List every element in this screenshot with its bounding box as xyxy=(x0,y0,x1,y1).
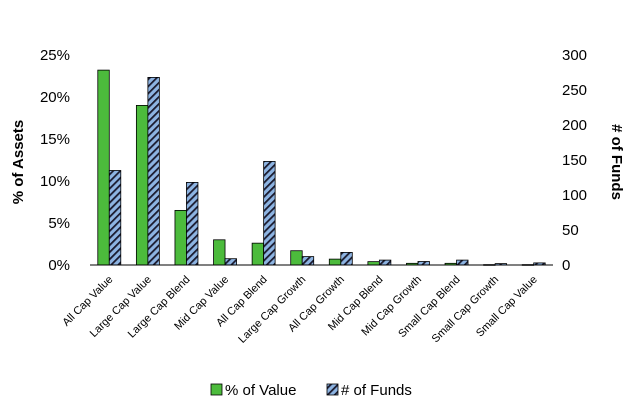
left-axis-title: % of Assets xyxy=(10,120,27,204)
right-tick-label: 250 xyxy=(562,82,587,99)
right-tick-label: 200 xyxy=(562,117,587,134)
bar-funds xyxy=(340,251,353,266)
right-tick-label: 150 xyxy=(562,152,587,169)
left-tick-label: 25% xyxy=(40,47,70,64)
right-tick-label: 50 xyxy=(562,222,579,239)
legend-label-funds: # of Funds xyxy=(341,382,412,399)
bar-funds xyxy=(417,261,430,266)
bar-funds xyxy=(263,160,276,266)
bar-value xyxy=(97,69,110,266)
bar-value xyxy=(328,258,342,266)
left-tick-label: 0% xyxy=(48,257,70,274)
bar-value xyxy=(135,105,149,266)
bar-value xyxy=(213,239,226,266)
bars xyxy=(97,69,546,266)
left-tick-label: 15% xyxy=(40,131,70,148)
left-axis-ticks: 0% 5% 10% 15% 20% 25% xyxy=(40,47,70,274)
bar-value xyxy=(367,261,380,266)
bar-funds xyxy=(456,259,469,266)
right-tick-label: 100 xyxy=(562,187,587,204)
right-tick-label: 0 xyxy=(562,257,570,274)
left-tick-label: 20% xyxy=(40,89,70,106)
category-label: Large Cap Growth xyxy=(236,274,308,346)
bar-value xyxy=(174,209,187,266)
bar-funds xyxy=(186,181,199,266)
legend-swatch-funds xyxy=(326,383,339,396)
bar-funds xyxy=(378,259,392,266)
right-axis-ticks: 0 50 100 150 200 250 300 xyxy=(562,47,587,274)
bar-value xyxy=(251,242,265,266)
left-tick-label: 5% xyxy=(48,215,70,232)
left-tick-label: 10% xyxy=(40,173,70,190)
bar-funds xyxy=(301,256,315,266)
right-axis-title: # of Funds xyxy=(608,124,625,200)
bar-funds xyxy=(224,258,237,266)
bar-funds xyxy=(108,170,122,266)
right-tick-label: 300 xyxy=(562,47,587,64)
legend-label-value: % of Value xyxy=(225,382,296,399)
bar-funds xyxy=(147,77,160,266)
bar-value xyxy=(290,250,303,266)
legend: % of Value # of Funds xyxy=(210,382,412,399)
category-label: Small Cap Growth xyxy=(430,274,502,346)
legend-swatch-value xyxy=(210,383,223,396)
